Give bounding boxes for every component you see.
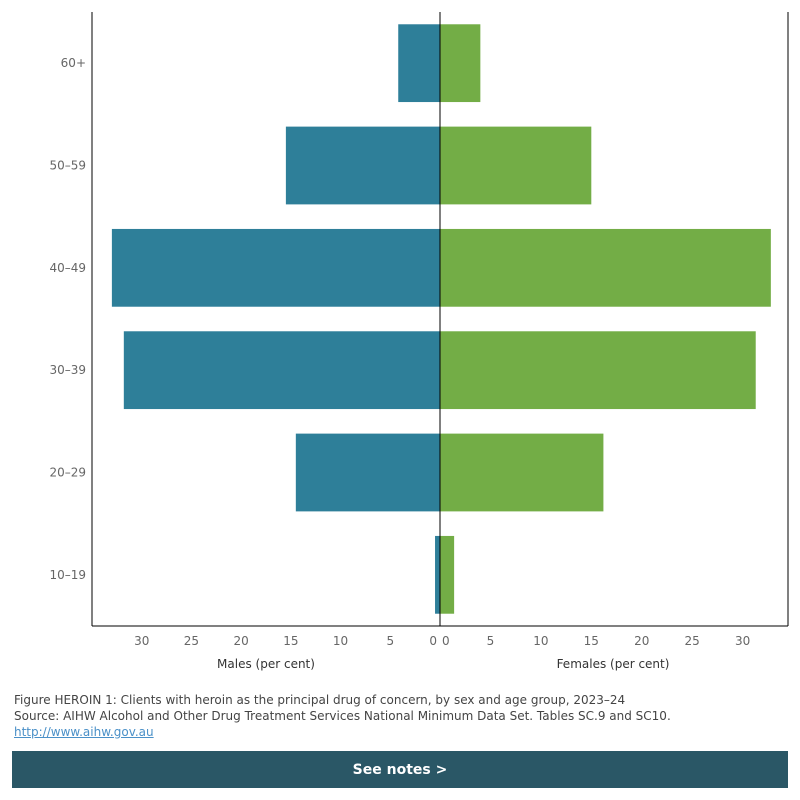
x-tick-label-female: 25 bbox=[685, 634, 700, 648]
x-tick-label-male: 30 bbox=[134, 634, 149, 648]
bar-female-1 bbox=[440, 126, 592, 205]
bar-female-0 bbox=[440, 24, 481, 103]
bar-female-4 bbox=[440, 433, 604, 512]
female-bars bbox=[440, 24, 771, 614]
figure-source: Source: AIHW Alcohol and Other Drug Trea… bbox=[14, 709, 671, 723]
bar-male-5 bbox=[435, 535, 440, 614]
bar-female-3 bbox=[440, 331, 756, 410]
x-tick-label-male: 5 bbox=[386, 634, 394, 648]
x-tick-label-female: 15 bbox=[584, 634, 599, 648]
butterfly-chart: 60+ 50–59 40–49 30–39 20–29 10–19 30 25 20 15 10 5 0… bbox=[49, 12, 789, 671]
x-tick-label-female: 5 bbox=[487, 634, 495, 648]
bar-male-3 bbox=[123, 331, 441, 410]
y-tick-label: 30–39 bbox=[49, 363, 86, 377]
chart-axes bbox=[91, 12, 789, 627]
bar-male-2 bbox=[111, 228, 440, 307]
x-axis-title-females: Females (per cent) bbox=[557, 657, 670, 671]
bar-female-2 bbox=[440, 228, 771, 307]
x-tick-label-male: 10 bbox=[333, 634, 348, 648]
x-tick-label-female: 20 bbox=[634, 634, 649, 648]
chart-footer: Figure HEROIN 1: Clients with heroin as … bbox=[14, 692, 786, 740]
bar-female-5 bbox=[440, 535, 455, 614]
y-tick-label: 10–19 bbox=[49, 568, 86, 582]
y-tick-label: 50–59 bbox=[49, 159, 86, 173]
bar-male-4 bbox=[295, 433, 440, 512]
y-tick-label: 60+ bbox=[61, 56, 86, 70]
source-link[interactable]: http://www.aihw.gov.au bbox=[14, 725, 154, 739]
chart-ticks: 60+ 50–59 40–49 30–39 20–29 10–19 30 25 20 15 10 5 0… bbox=[49, 56, 750, 648]
bar-male-1 bbox=[285, 126, 440, 205]
x-axis-title-males: Males (per cent) bbox=[217, 657, 315, 671]
male-bars bbox=[111, 24, 441, 614]
figure-caption: Figure HEROIN 1: Clients with heroin as … bbox=[14, 693, 626, 707]
x-tick-label-male: 15 bbox=[283, 634, 298, 648]
y-tick-label: 20–29 bbox=[49, 466, 86, 480]
x-tick-label-female: 30 bbox=[735, 634, 750, 648]
x-tick-label-male: 0 bbox=[429, 634, 437, 648]
y-tick-label: 40–49 bbox=[49, 261, 86, 275]
x-tick-label-male: 20 bbox=[234, 634, 249, 648]
x-tick-label-female: 0 bbox=[442, 634, 450, 648]
x-tick-label-female: 10 bbox=[533, 634, 548, 648]
see-notes-button[interactable]: See notes > bbox=[12, 751, 788, 788]
x-tick-label-male: 25 bbox=[184, 634, 199, 648]
bar-male-0 bbox=[398, 24, 440, 103]
